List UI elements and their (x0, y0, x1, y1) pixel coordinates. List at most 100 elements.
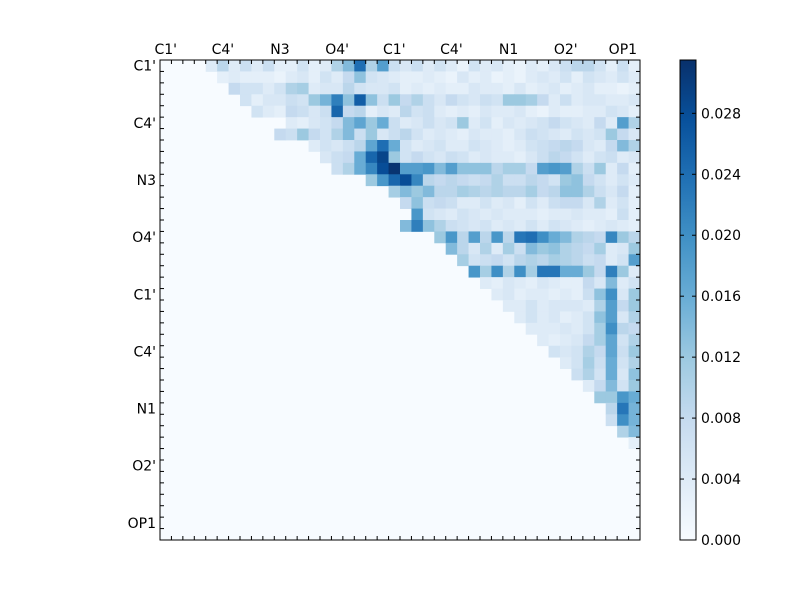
heatmap-cell (445, 242, 458, 255)
heatmap-cell (354, 151, 367, 164)
heatmap-cell (388, 60, 401, 72)
heatmap-cell (582, 277, 595, 289)
heatmap-cell (502, 128, 515, 141)
heatmap-cell (445, 140, 458, 152)
heatmap-cell (491, 277, 504, 289)
heatmap-cell (377, 94, 389, 107)
heatmap-cell (320, 60, 332, 72)
heatmap-cell (514, 197, 527, 209)
heatmap-cell (594, 334, 607, 347)
heatmap-cell (422, 128, 435, 141)
heatmap-cell (502, 60, 515, 72)
heatmap-cell (582, 197, 595, 209)
heatmap-cell (491, 151, 504, 164)
heatmap-cell (548, 128, 561, 141)
y-tick-label: O2' (132, 459, 156, 475)
heatmap-cell (468, 94, 481, 107)
heatmap-cell (480, 71, 492, 84)
heatmap-cell (582, 322, 595, 335)
heatmap-cell (605, 368, 618, 381)
heatmap-cell (434, 151, 447, 164)
heatmap-cell (571, 208, 584, 221)
heatmap-cell (480, 174, 492, 187)
heatmap-cell (502, 71, 515, 84)
heatmap-cell (560, 94, 572, 107)
heatmap-cell (617, 151, 629, 164)
heatmap-cell (445, 128, 458, 141)
heatmap-cell (605, 185, 618, 198)
heatmap-cell (571, 311, 584, 324)
heatmap-cell (525, 208, 538, 221)
heatmap-cell (525, 322, 538, 335)
heatmap-cell (548, 174, 561, 187)
heatmap-cell (400, 94, 412, 107)
heatmap-cell (560, 231, 572, 244)
colorbar-tick-label: 0.028 (701, 106, 741, 122)
heatmap-cell (560, 322, 572, 335)
heatmap-cell (502, 94, 515, 107)
heatmap-cell (445, 162, 458, 175)
heatmap-cell (457, 197, 469, 209)
heatmap-cell (400, 151, 412, 164)
heatmap-cell (377, 60, 389, 72)
heatmap-cell (594, 368, 607, 381)
heatmap-cell (548, 300, 561, 312)
heatmap-cell (594, 140, 607, 152)
heatmap-cell (468, 231, 481, 244)
heatmap-cell (548, 105, 561, 118)
heatmap-cell (525, 242, 538, 255)
heatmap-cell (605, 242, 618, 255)
heatmap-cell (422, 105, 435, 118)
heatmap-cell (297, 94, 309, 107)
heatmap-cell (445, 197, 458, 209)
heatmap-cell (285, 128, 298, 141)
heatmap-cell (560, 254, 572, 267)
heatmap-cell (594, 151, 607, 164)
heatmap-cell (411, 82, 424, 95)
heatmap-cell (617, 174, 629, 187)
heatmap-cell (571, 94, 584, 107)
heatmap-cell (571, 140, 584, 152)
heatmap-cell (434, 105, 447, 118)
heatmap-cell (457, 140, 469, 152)
heatmap-cell (628, 197, 641, 209)
heatmap-cell (274, 60, 287, 72)
heatmap-cell (628, 71, 641, 84)
heatmap-cell (434, 174, 447, 187)
heatmap-cell (537, 174, 549, 187)
heatmap-cell (502, 265, 515, 278)
heatmap-cell (537, 322, 549, 335)
heatmap-cell (594, 357, 607, 369)
heatmap-cell (548, 151, 561, 164)
heatmap-cell (617, 242, 629, 255)
heatmap-cell (377, 117, 389, 129)
heatmap-cell (605, 162, 618, 175)
heatmap-cell (422, 151, 435, 164)
heatmap-cell (480, 117, 492, 129)
heatmap-cell (582, 288, 595, 301)
heatmap-cell (240, 82, 252, 95)
heatmap-cell (228, 71, 241, 84)
heatmap-cell (560, 60, 572, 72)
heatmap-cell (617, 208, 629, 221)
heatmap-cell (320, 117, 332, 129)
heatmap-cell (537, 128, 549, 141)
heatmap-cell (445, 208, 458, 221)
heatmap-cell (560, 117, 572, 129)
heatmap-cell (400, 82, 412, 95)
heatmap-cell (274, 82, 287, 95)
heatmap-cell (228, 60, 241, 72)
heatmap-cell (560, 277, 572, 289)
heatmap-cell (582, 128, 595, 141)
heatmap-cell (240, 94, 252, 107)
heatmap-cell (605, 151, 618, 164)
heatmap-cell (377, 82, 389, 95)
heatmap-cell (480, 82, 492, 95)
heatmap-cell (628, 94, 641, 107)
heatmap-cell (457, 220, 469, 232)
heatmap-cell (445, 220, 458, 232)
heatmap-cell (434, 208, 447, 221)
heatmap-cell (411, 105, 424, 118)
heatmap-cell (365, 140, 378, 152)
heatmap-cell (560, 105, 572, 118)
